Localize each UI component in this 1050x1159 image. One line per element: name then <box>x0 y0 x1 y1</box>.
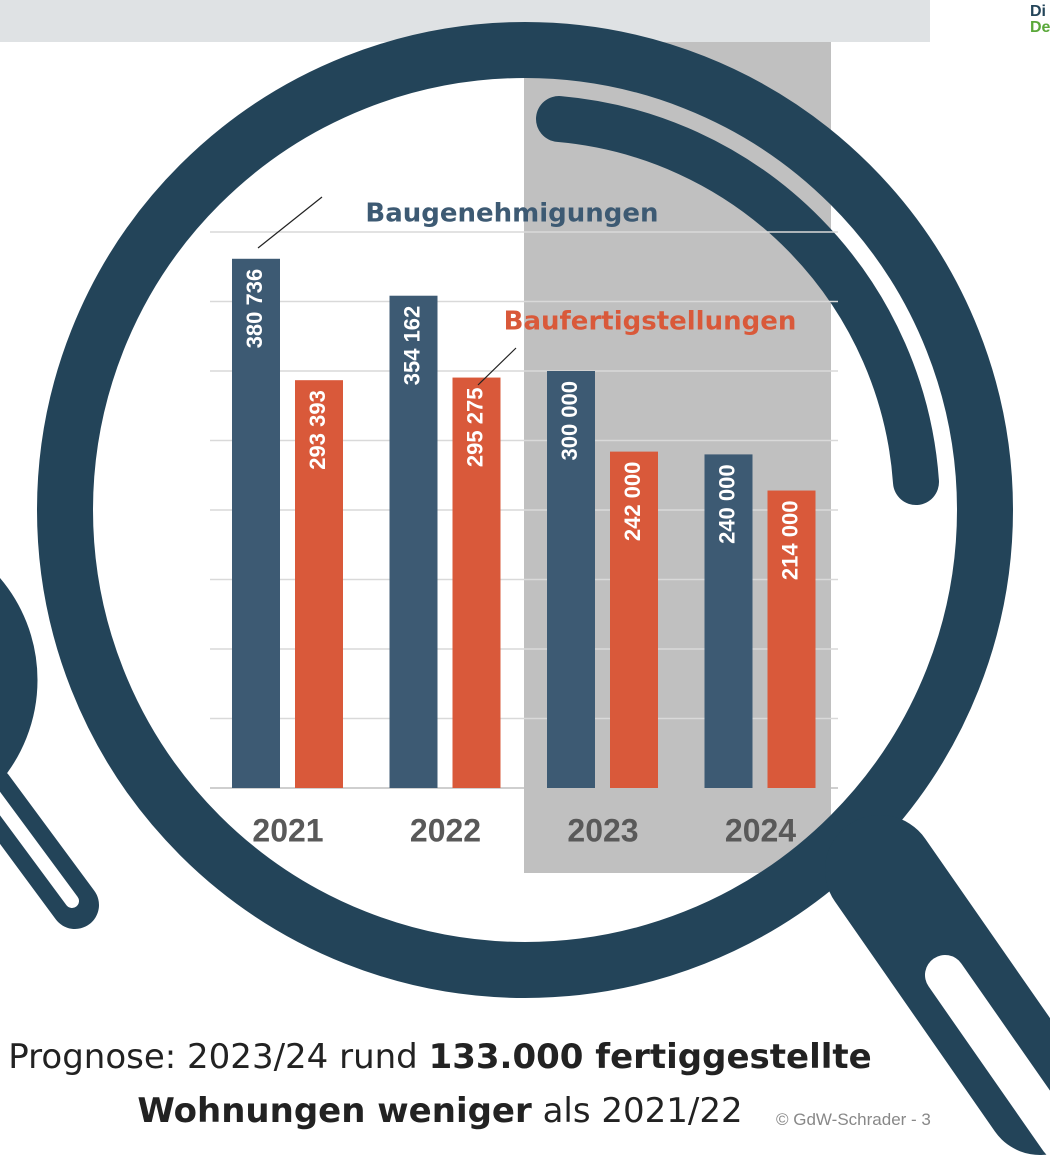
value-label: 300 000 <box>557 381 582 461</box>
caption-line: Wohnungen weniger als 2021/22 <box>0 1084 880 1138</box>
x-tick-label: 2023 <box>567 812 638 848</box>
leader-line <box>258 197 322 248</box>
caption-part: 133.000 fertiggestellte <box>429 1037 872 1077</box>
x-tick-label: 2022 <box>410 812 481 848</box>
slide: 2021 380 736 293 393 2022 354 162 295 275 2023… <box>0 0 1050 1159</box>
x-tick-label: 2024 <box>725 812 796 848</box>
caption-line: Prognose: 2023/24 rund 133.000 fertigges… <box>0 1030 880 1084</box>
logo: Di De <box>1030 4 1050 36</box>
footer: © GdW-Schrader - 3 <box>776 1110 931 1130</box>
value-label: 295 275 <box>462 388 487 468</box>
value-label: 380 736 <box>242 269 267 349</box>
caption: Prognose: 2023/24 rund 133.000 fertigges… <box>0 1030 880 1138</box>
value-label: 242 000 <box>620 462 645 542</box>
caption-part: Wohnungen weniger <box>137 1091 531 1131</box>
logo-line: Di <box>1030 4 1050 20</box>
x-tick-label: 2021 <box>252 812 323 848</box>
value-label: 293 393 <box>305 390 330 470</box>
legend-label: Baufertigstellungen <box>504 307 797 337</box>
legend-label: Baugenehmigungen <box>365 199 658 229</box>
value-label: 214 000 <box>777 501 802 581</box>
logo-line: De <box>1030 20 1050 36</box>
value-label: 240 000 <box>714 464 739 544</box>
value-label: 354 162 <box>399 306 424 386</box>
chart: 2021 380 736 293 393 2022 354 162 295 275 2023… <box>0 0 1050 1159</box>
caption-part: Prognose: 2023/24 rund <box>8 1037 428 1077</box>
caption-part: als 2021/22 <box>532 1091 743 1131</box>
